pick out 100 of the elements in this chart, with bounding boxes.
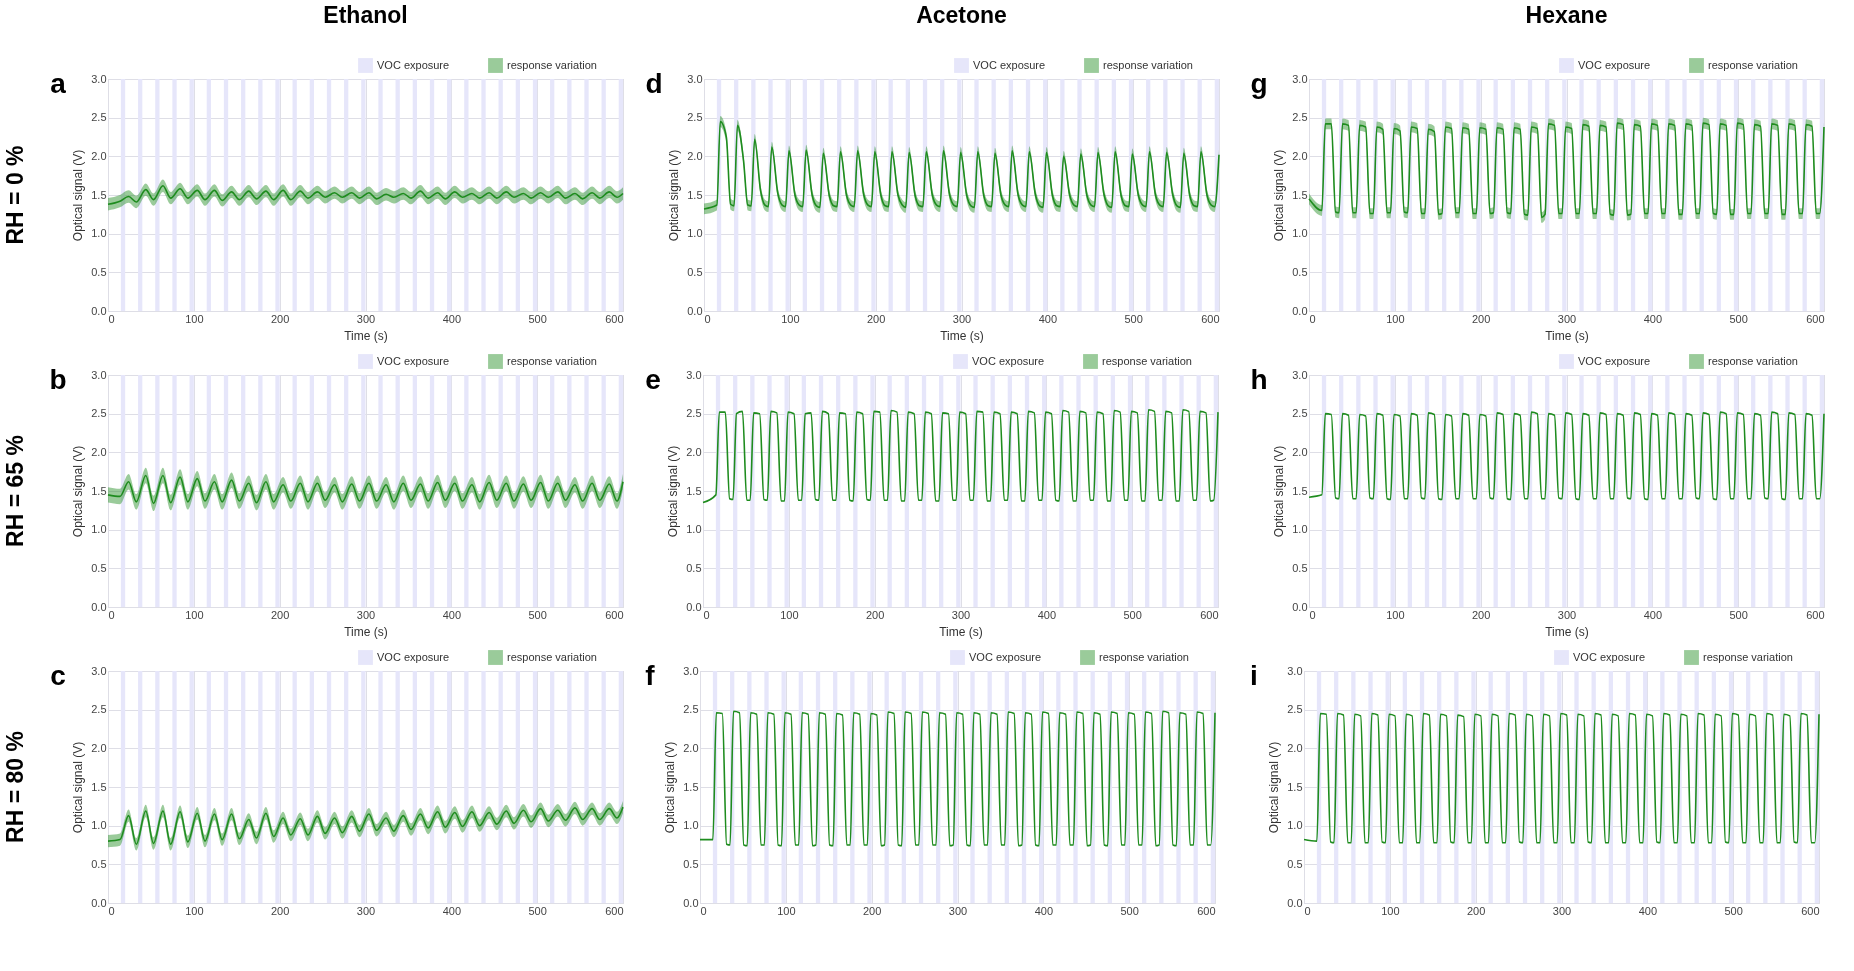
x-tick-label: 100 (780, 608, 799, 621)
y-tick-label: 0.0 (91, 896, 107, 909)
x-tick-label: 500 (1123, 608, 1142, 621)
x-tick-label: 0 (1309, 608, 1316, 621)
x-tick-label: 500 (1729, 608, 1748, 621)
x-axis-title: Time (s) (940, 328, 984, 343)
x-tick-label: 600 (1806, 608, 1825, 621)
y-tick-label: 2.0 (91, 741, 107, 754)
x-tick-label: 100 (185, 904, 204, 917)
x-tick-label: 300 (1552, 904, 1572, 917)
x-tick-label: 500 (1724, 904, 1743, 917)
x-tick-label: 100 (185, 608, 204, 621)
y-axis-title: Optical signal (V) (71, 741, 86, 834)
y-tick-label: 3.0 (91, 368, 107, 381)
y-tick-label: 2.0 (91, 445, 107, 458)
legend-label: response variation (507, 58, 597, 71)
legend-label: response variation (1703, 650, 1793, 663)
x-tick-label: 300 (356, 312, 376, 325)
legend-label: VOC exposure (1573, 650, 1646, 663)
legend-label: VOC exposure (1578, 354, 1651, 367)
y-tick-label: 0.5 (91, 265, 107, 278)
x-tick-label: 500 (1729, 312, 1748, 325)
x-tick-label: 500 (1120, 904, 1139, 917)
y-tick-label: 3.0 (1292, 72, 1308, 85)
x-tick-label: 200 (865, 608, 885, 621)
y-tick-label: 2.5 (686, 407, 702, 420)
text: a (50, 68, 67, 99)
x-tick-label: 100 (185, 312, 204, 325)
y-tick-label: 2.5 (687, 111, 703, 124)
y-tick-label: 2.0 (1287, 741, 1303, 754)
x-axis-title: Time (s) (1545, 328, 1589, 343)
text: e (645, 364, 661, 395)
x-axis-title: Time (s) (939, 624, 983, 639)
x-tick-label: 200 (1466, 904, 1486, 917)
y-tick-label: 1.0 (1287, 819, 1303, 832)
x-tick-label: 600 (1806, 312, 1825, 325)
legend-label: response variation (1102, 354, 1192, 367)
y-tick-label: 2.5 (683, 703, 699, 716)
x-tick-label: 400 (1643, 312, 1663, 325)
x-tick-label: 200 (270, 312, 290, 325)
x-tick-label: 400 (442, 312, 462, 325)
legend-label: response variation (1103, 58, 1193, 71)
y-tick-label: 2.0 (683, 741, 699, 754)
x-tick-label: 200 (1471, 608, 1491, 621)
y-tick-label: 1.0 (1292, 227, 1308, 240)
legend-label: VOC exposure (969, 650, 1042, 663)
y-tick-label: 1.0 (686, 523, 702, 536)
x-tick-label: 100 (1381, 904, 1400, 917)
y-tick-label: 2.5 (1292, 111, 1308, 124)
y-tick-label: 3.0 (1292, 368, 1308, 381)
y-tick-label: 1.5 (1287, 780, 1303, 793)
y-tick-label: 0.0 (91, 304, 107, 317)
y-axis-title: Optical signal (V) (71, 149, 86, 242)
legend-label: response variation (1708, 354, 1798, 367)
text: h (1250, 364, 1268, 395)
y-tick-label: 0.5 (687, 265, 703, 278)
chart-title: Ethanol (323, 2, 408, 28)
y-tick-label: 2.0 (686, 445, 702, 458)
y-tick-label: 3.0 (1287, 664, 1303, 677)
text: c (50, 660, 66, 691)
y-tick-label: 1.5 (686, 484, 702, 497)
y-tick-label: 1.5 (91, 188, 107, 201)
x-tick-label: 300 (952, 312, 972, 325)
x-tick-label: 500 (528, 312, 547, 325)
x-tick-label: 300 (1557, 608, 1577, 621)
y-tick-label: 1.0 (683, 819, 699, 832)
text: g (1250, 68, 1268, 99)
y-tick-label: 1.5 (1292, 484, 1308, 497)
y-tick-label: 0.0 (91, 600, 107, 613)
y-tick-label: 0.5 (1292, 561, 1308, 574)
x-tick-label: 100 (1386, 312, 1405, 325)
x-tick-label: 600 (1197, 904, 1216, 917)
x-axis-title: Time (s) (1545, 624, 1589, 639)
y-tick-label: 3.0 (683, 664, 699, 677)
x-tick-label: 400 (442, 904, 462, 917)
x-tick-label: 200 (862, 904, 882, 917)
x-tick-label: 400 (1038, 312, 1058, 325)
x-tick-label: 600 (605, 312, 624, 325)
x-tick-label: 400 (1034, 904, 1054, 917)
x-tick-label: 600 (1200, 608, 1219, 621)
chart-title: Hexane (1525, 2, 1608, 28)
y-tick-label: 3.0 (686, 368, 702, 381)
y-axis-title: Optical signal (V) (666, 445, 681, 538)
x-tick-label: 300 (356, 904, 376, 917)
y-tick-label: 0.0 (687, 304, 703, 317)
x-tick-label: 0 (703, 608, 710, 621)
y-tick-label: 1.5 (1292, 188, 1308, 201)
y-tick-label: 1.0 (91, 227, 107, 240)
x-tick-label: 0 (108, 608, 115, 621)
y-axis-title: Optical signal (V) (663, 741, 678, 834)
x-tick-label: 200 (1471, 312, 1491, 325)
y-tick-label: 2.5 (1287, 703, 1303, 716)
y-tick-label: 0.0 (1292, 304, 1308, 317)
x-tick-label: 400 (1037, 608, 1057, 621)
y-tick-label: 3.0 (91, 72, 107, 85)
y-tick-label: 2.5 (91, 703, 107, 716)
y-tick-label: 1.5 (91, 484, 107, 497)
y-tick-label: 2.5 (91, 407, 107, 420)
y-tick-label: 1.0 (91, 819, 107, 832)
y-axis-title: Optical signal (V) (667, 149, 682, 242)
